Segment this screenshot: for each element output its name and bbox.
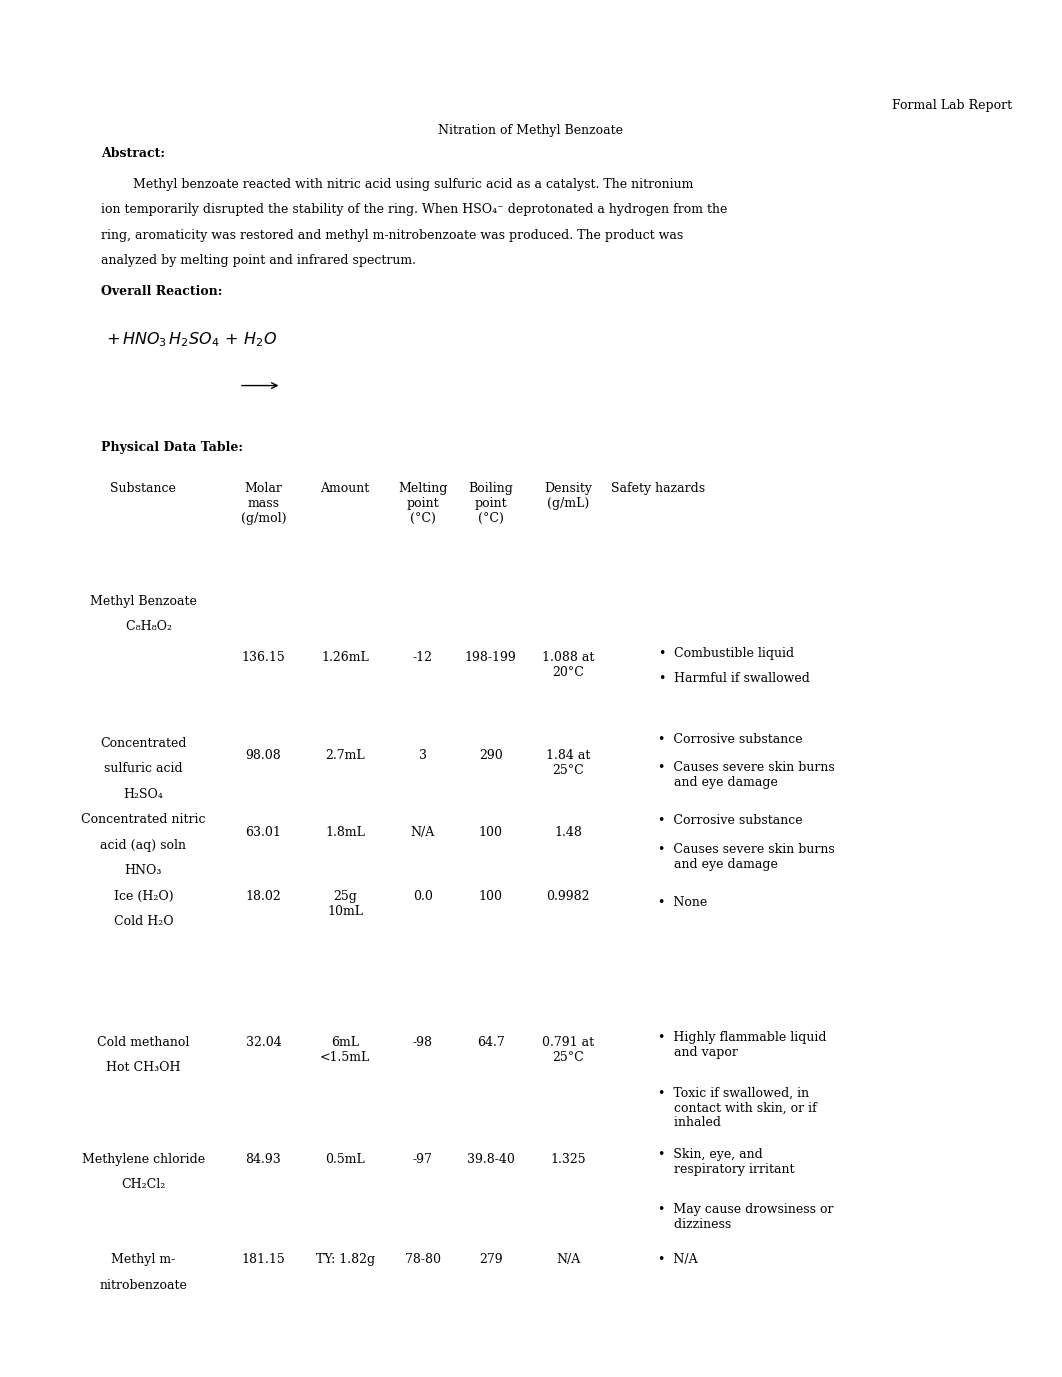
Text: 6mL
<1.5mL: 6mL <1.5mL (320, 1036, 371, 1063)
Text: Ice (H₂O): Ice (H₂O) (114, 890, 173, 902)
Text: Abstract:: Abstract: (101, 147, 165, 160)
Text: TY: 1.82g: TY: 1.82g (315, 1253, 375, 1265)
Text: 290: 290 (479, 749, 502, 763)
Text: 1.325: 1.325 (550, 1153, 586, 1165)
Text: 0.9982: 0.9982 (547, 890, 589, 902)
Text: 39.8-40: 39.8-40 (466, 1153, 515, 1165)
Text: •: • (658, 647, 666, 660)
Text: Melting
point
(°C): Melting point (°C) (398, 482, 447, 525)
Text: Concentrated: Concentrated (100, 737, 187, 749)
Text: Substance: Substance (110, 482, 176, 494)
Text: Physical Data Table:: Physical Data Table: (101, 441, 243, 453)
Text: 0.791 at
25°C: 0.791 at 25°C (542, 1036, 595, 1063)
Text: H₂SO₄: H₂SO₄ (123, 788, 164, 800)
Text: •  Toxic if swallowed, in
    contact with skin, or if
    inhaled: • Toxic if swallowed, in contact with sk… (658, 1086, 817, 1129)
Text: 1.26mL: 1.26mL (322, 651, 369, 664)
Text: Overall Reaction:: Overall Reaction: (101, 285, 222, 297)
Text: 1.48: 1.48 (554, 826, 582, 839)
Text: 32.04: 32.04 (245, 1036, 281, 1048)
Text: 64.7: 64.7 (477, 1036, 504, 1048)
Text: Methyl Benzoate: Methyl Benzoate (90, 595, 196, 607)
Text: •  None: • None (658, 896, 707, 909)
Text: 0.0: 0.0 (413, 890, 432, 902)
Text: Concentrated nitric: Concentrated nitric (81, 812, 206, 826)
Text: 1.84 at
25°C: 1.84 at 25°C (546, 749, 590, 778)
Text: Harmful if swallowed: Harmful if swallowed (674, 672, 810, 686)
Text: •: • (658, 672, 666, 686)
Text: Methyl benzoate reacted with nitric acid using sulfuric acid as a catalyst. The : Methyl benzoate reacted with nitric acid… (101, 178, 693, 190)
Text: Hot CH₃OH: Hot CH₃OH (106, 1060, 181, 1074)
Text: •  Causes severe skin burns
    and eye damage: • Causes severe skin burns and eye damag… (658, 760, 835, 789)
Text: •  Skin, eye, and
    respiratory irritant: • Skin, eye, and respiratory irritant (658, 1148, 795, 1176)
Text: ion temporarily disrupted the stability of the ring. When HSO₄⁻ deprotonated a h: ion temporarily disrupted the stability … (101, 202, 727, 216)
Text: 136.15: 136.15 (241, 651, 286, 664)
Text: •  N/A: • N/A (658, 1253, 698, 1265)
Text: •  Causes severe skin burns
    and eye damage: • Causes severe skin burns and eye damag… (658, 843, 835, 870)
Text: 198-199: 198-199 (465, 651, 516, 664)
Text: 63.01: 63.01 (245, 826, 281, 839)
Text: 1.088 at
20°C: 1.088 at 20°C (542, 651, 595, 679)
Text: -98: -98 (413, 1036, 432, 1048)
Text: -12: -12 (413, 651, 432, 664)
Text: HNO₃: HNO₃ (124, 865, 162, 877)
Text: 78-80: 78-80 (405, 1253, 441, 1265)
Text: 181.15: 181.15 (241, 1253, 286, 1265)
Text: 98.08: 98.08 (245, 749, 281, 763)
Text: 100: 100 (479, 890, 502, 902)
Text: CH₂Cl₂: CH₂Cl₂ (121, 1177, 166, 1191)
Text: N/A: N/A (556, 1253, 580, 1265)
Text: 84.93: 84.93 (245, 1153, 281, 1165)
Text: $\mathit{+\,HNO_3\,H_2SO_4\,+\,H_2O}$: $\mathit{+\,HNO_3\,H_2SO_4\,+\,H_2O}$ (106, 330, 277, 350)
Text: Density
(g/mL): Density (g/mL) (544, 482, 593, 509)
Text: Combustible liquid: Combustible liquid (674, 647, 794, 660)
Text: 279: 279 (479, 1253, 502, 1265)
Text: Boiling
point
(°C): Boiling point (°C) (468, 482, 513, 525)
Text: Formal Lab Report: Formal Lab Report (892, 99, 1012, 112)
Text: •  Highly flammable liquid
    and vapor: • Highly flammable liquid and vapor (658, 1031, 827, 1059)
Text: 0.5mL: 0.5mL (325, 1153, 365, 1165)
Text: ring, aromaticity was restored and methyl m-nitrobenzoate was produced. The prod: ring, aromaticity was restored and methy… (101, 229, 683, 241)
Text: Cold H₂O: Cold H₂O (114, 914, 173, 928)
Text: Amount: Amount (321, 482, 370, 494)
Text: •  May cause drowsiness or
    dizziness: • May cause drowsiness or dizziness (658, 1203, 834, 1231)
Text: 1.8mL: 1.8mL (325, 826, 365, 839)
Text: •  Corrosive substance: • Corrosive substance (658, 814, 803, 828)
Text: -97: -97 (413, 1153, 432, 1165)
Text: analyzed by melting point and infrared spectrum.: analyzed by melting point and infrared s… (101, 253, 416, 267)
Text: Molar
mass
(g/mol): Molar mass (g/mol) (241, 482, 286, 525)
Text: Methylene chloride: Methylene chloride (82, 1153, 205, 1165)
Text: •  Corrosive substance: • Corrosive substance (658, 733, 803, 745)
Text: 2.7mL: 2.7mL (325, 749, 365, 763)
Text: nitrobenzoate: nitrobenzoate (100, 1278, 187, 1292)
Text: 18.02: 18.02 (245, 890, 281, 902)
Text: sulfuric acid: sulfuric acid (104, 763, 183, 775)
Text: Methyl m-: Methyl m- (112, 1253, 175, 1265)
Text: Nitration of Methyl Benzoate: Nitration of Methyl Benzoate (439, 124, 623, 136)
Text: 100: 100 (479, 826, 502, 839)
Text: N/A: N/A (411, 826, 434, 839)
Text: 3: 3 (418, 749, 427, 763)
Text: C₈H₈O₂: C₈H₈O₂ (115, 620, 172, 633)
Text: acid (aq) soln: acid (aq) soln (101, 839, 186, 851)
Text: Safety hazards: Safety hazards (612, 482, 705, 494)
Text: 25g
10mL: 25g 10mL (327, 890, 363, 917)
Text: Cold methanol: Cold methanol (98, 1036, 189, 1048)
